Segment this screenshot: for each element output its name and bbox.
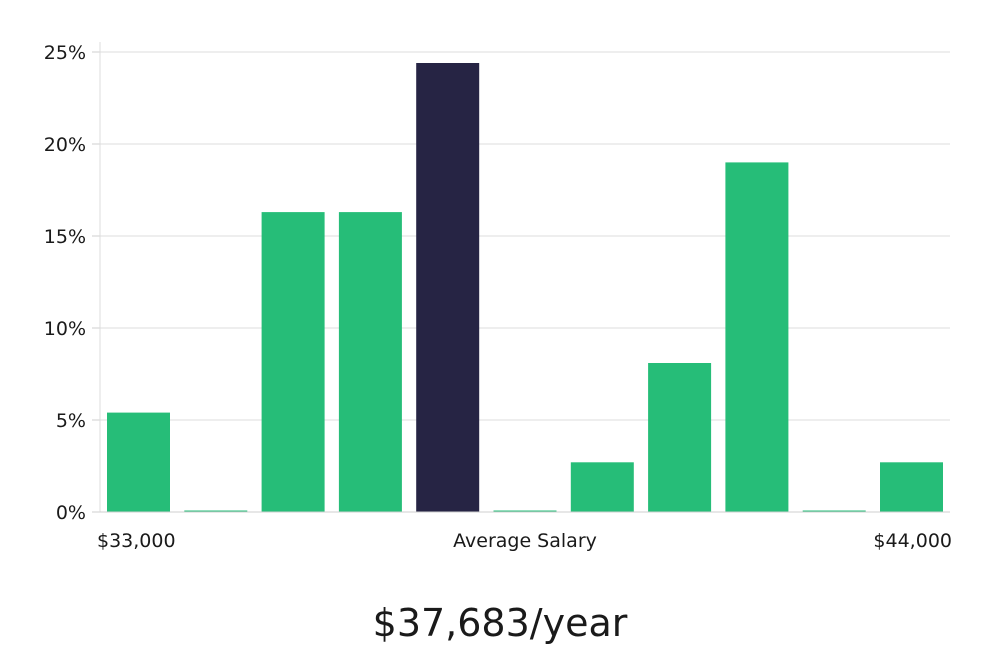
- bar: [570, 462, 634, 512]
- grid-lines: [100, 51, 950, 421]
- x-axis-title: Average Salary: [453, 530, 597, 552]
- average-salary-headline: $37,683/year: [372, 601, 628, 645]
- y-tick-label: 25%: [44, 42, 86, 64]
- bar: [493, 510, 557, 512]
- x-max-label: $44,000: [873, 530, 952, 552]
- y-tick-label: 20%: [44, 134, 86, 156]
- bar-highlighted: [416, 63, 480, 512]
- bar: [107, 412, 170, 512]
- bar: [648, 363, 712, 512]
- y-axis-ticks: 0% 5% 10% 15% 20% 25%: [44, 42, 101, 524]
- x-min-label: $33,000: [97, 530, 176, 552]
- bar: [184, 510, 248, 512]
- chart-canvas: 0%5%10%15%20%25% $33,000 Average Salary …: [44, 42, 952, 552]
- bar: [802, 510, 866, 512]
- bar: [725, 162, 789, 512]
- bar: [880, 462, 943, 512]
- y-tick-label: 5%: [56, 410, 86, 432]
- bars: [107, 63, 943, 512]
- y-tick-label: 0%: [56, 502, 86, 524]
- bar: [338, 212, 402, 512]
- bar: [261, 212, 325, 512]
- y-tick-label: 10%: [44, 318, 86, 340]
- y-tick-label: 15%: [44, 226, 86, 248]
